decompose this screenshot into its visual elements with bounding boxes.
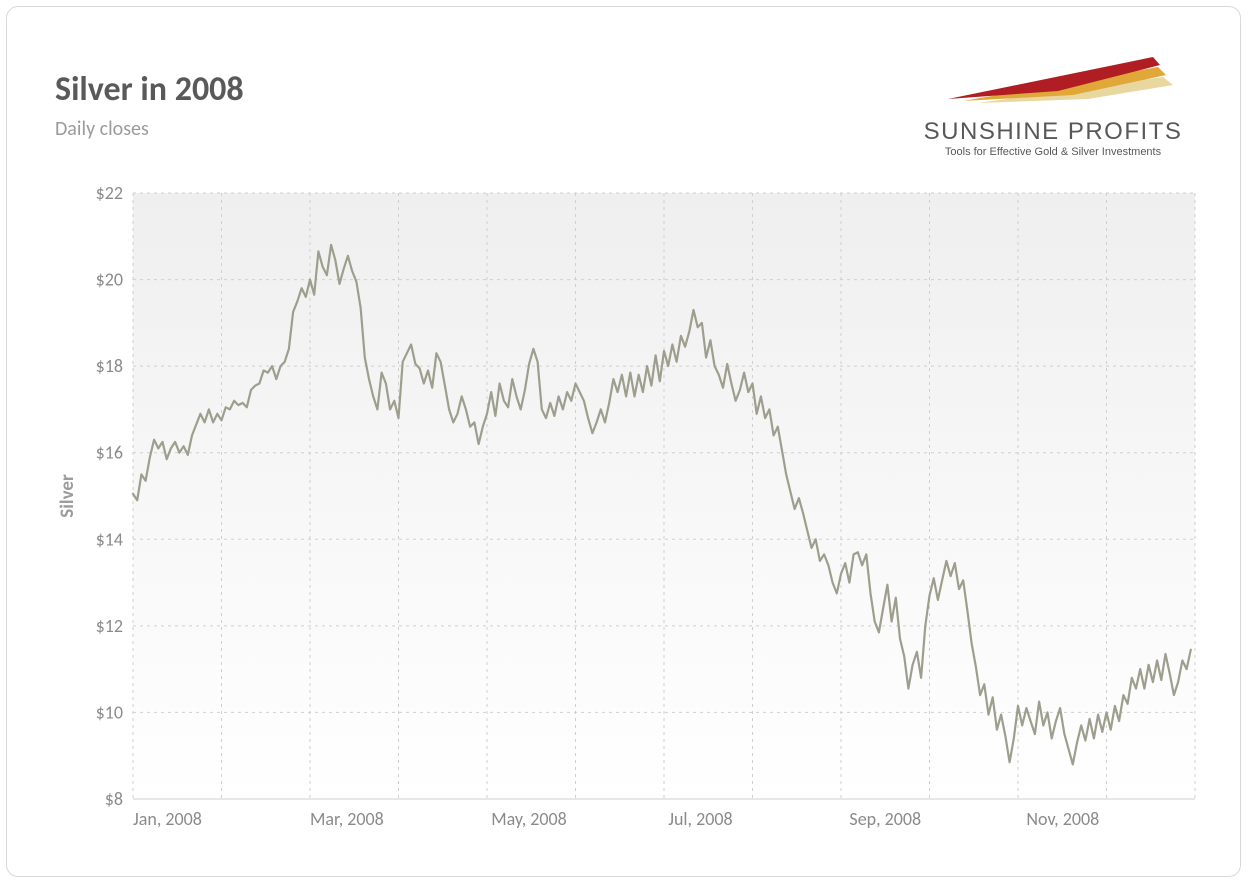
svg-text:$12: $12	[96, 615, 123, 637]
line-chart: $8 $10 $12 $14 $16 $18 $20 $22 Jan, 2008 Mar, 20…	[55, 183, 1205, 843]
svg-text:$20: $20	[96, 269, 123, 291]
svg-text:Jan, 2008: Jan, 2008	[133, 808, 202, 830]
chart-card: Silver in 2008 Daily closes SUNSHINE PRO…	[6, 6, 1241, 877]
svg-text:$14: $14	[96, 528, 123, 550]
svg-text:$22: $22	[96, 183, 123, 204]
brand-logo-rays-icon	[908, 51, 1198, 107]
brand-logo-tagline: Tools for Effective Gold & Silver Invest…	[908, 146, 1198, 158]
svg-text:Silver: Silver	[56, 474, 79, 518]
brand-logo: SUNSHINE PROFITS Tools for Effective Gol…	[908, 51, 1198, 158]
svg-text:Mar, 2008: Mar, 2008	[310, 808, 384, 830]
chart-subtitle: Daily closes	[55, 117, 149, 141]
svg-text:May, 2008: May, 2008	[491, 808, 567, 830]
svg-text:$16: $16	[96, 442, 123, 464]
chart-title: Silver in 2008	[55, 69, 244, 110]
brand-logo-name: SUNSHINE PROFITS	[908, 118, 1198, 146]
svg-text:Nov, 2008: Nov, 2008	[1026, 808, 1099, 830]
svg-text:$10: $10	[96, 701, 123, 723]
svg-text:$18: $18	[96, 355, 123, 377]
svg-text:$8: $8	[105, 788, 123, 810]
svg-text:Sep, 2008: Sep, 2008	[849, 808, 921, 830]
svg-text:Jul, 2008: Jul, 2008	[668, 808, 732, 830]
